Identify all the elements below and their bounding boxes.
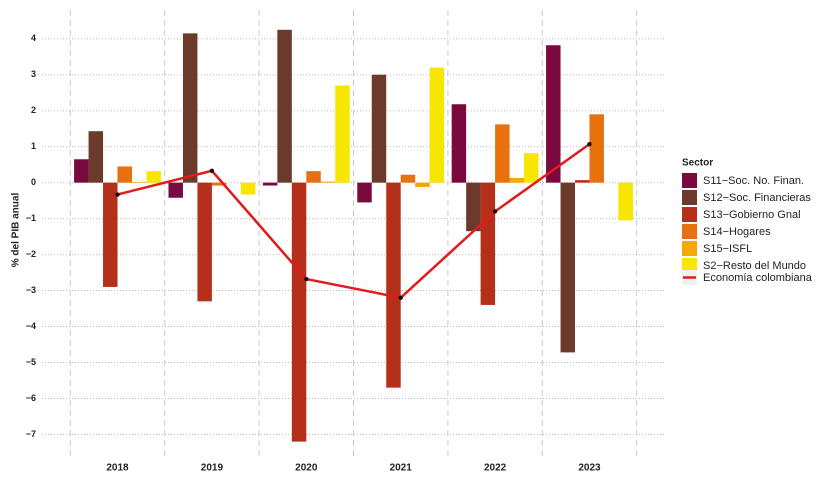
x-tick-label: 2023 (578, 463, 601, 474)
legend-title: Sector (682, 158, 713, 169)
line-point (492, 209, 498, 214)
bar (335, 85, 350, 183)
bar (211, 182, 227, 186)
x-tick-label: 2018 (106, 463, 129, 474)
y-tick-label: 3 (31, 69, 36, 79)
bar (88, 131, 104, 183)
legend-label: S13−Gobierno Gnal (703, 209, 801, 221)
bar (182, 33, 198, 183)
legend-swatch (682, 241, 697, 256)
bar (451, 104, 467, 183)
x-tick-label: 2020 (295, 463, 318, 474)
line-point (115, 192, 120, 197)
legend-label: Economía colombiana (703, 272, 813, 284)
legend-swatch (682, 173, 697, 188)
line (117, 143, 591, 300)
bar (320, 181, 336, 183)
y-axis-label: % del PIB anual (11, 193, 22, 268)
legend-label: S11−Soc. No. Finan. (703, 175, 804, 187)
line-point (209, 168, 215, 173)
bar (509, 177, 525, 183)
bar (306, 171, 321, 183)
bar (131, 181, 147, 183)
bar (495, 124, 510, 183)
legend-label: S12−Soc. Financieras (703, 192, 811, 204)
legend-label: S14−Hogares (703, 226, 771, 238)
legend-swatch (682, 190, 697, 205)
bar (386, 182, 401, 388)
bar (415, 182, 430, 187)
x-tick-label: 2019 (201, 463, 224, 474)
bar (262, 182, 278, 186)
bar (589, 114, 604, 183)
legend-swatch (682, 224, 697, 239)
bar (546, 45, 561, 183)
bar (371, 74, 387, 183)
y-tick-label: −1 (26, 213, 36, 223)
legend-swatch (682, 207, 697, 222)
bar (357, 182, 372, 203)
bar (429, 67, 445, 183)
bar (240, 182, 256, 195)
bar (400, 174, 416, 183)
line-point (587, 141, 592, 147)
y-tick-label: −3 (26, 285, 36, 295)
y-tick-label: −4 (26, 321, 36, 331)
y-tick-label: −7 (26, 429, 36, 439)
legend-swatch (682, 258, 697, 273)
bar (103, 182, 118, 287)
bar (277, 29, 292, 183)
y-tick-label: −5 (26, 357, 36, 367)
y-tick-label: 2 (31, 105, 36, 115)
bar (74, 159, 89, 183)
y-tick-label: 1 (31, 141, 36, 151)
line-point (304, 276, 309, 282)
y-tick-label: −6 (26, 393, 36, 403)
y-tick-label: 0 (31, 177, 36, 187)
bar (466, 182, 481, 232)
y-tick-label: 4 (31, 33, 36, 43)
bar (291, 182, 307, 442)
bar (197, 182, 212, 302)
y-tick-label: −2 (26, 249, 36, 259)
bar (618, 182, 633, 221)
bar (524, 153, 539, 183)
bar (168, 182, 183, 198)
legend-label: S2−Resto del Mundo (703, 260, 806, 272)
bar (117, 166, 132, 183)
bar (146, 171, 161, 183)
line-point (398, 295, 403, 300)
legend-label: S15−ISFL (703, 243, 752, 255)
x-tick-label: 2022 (484, 463, 507, 474)
bar (560, 182, 576, 353)
x-tick-label: 2021 (390, 463, 413, 474)
bar (480, 182, 496, 305)
bar (575, 180, 590, 183)
